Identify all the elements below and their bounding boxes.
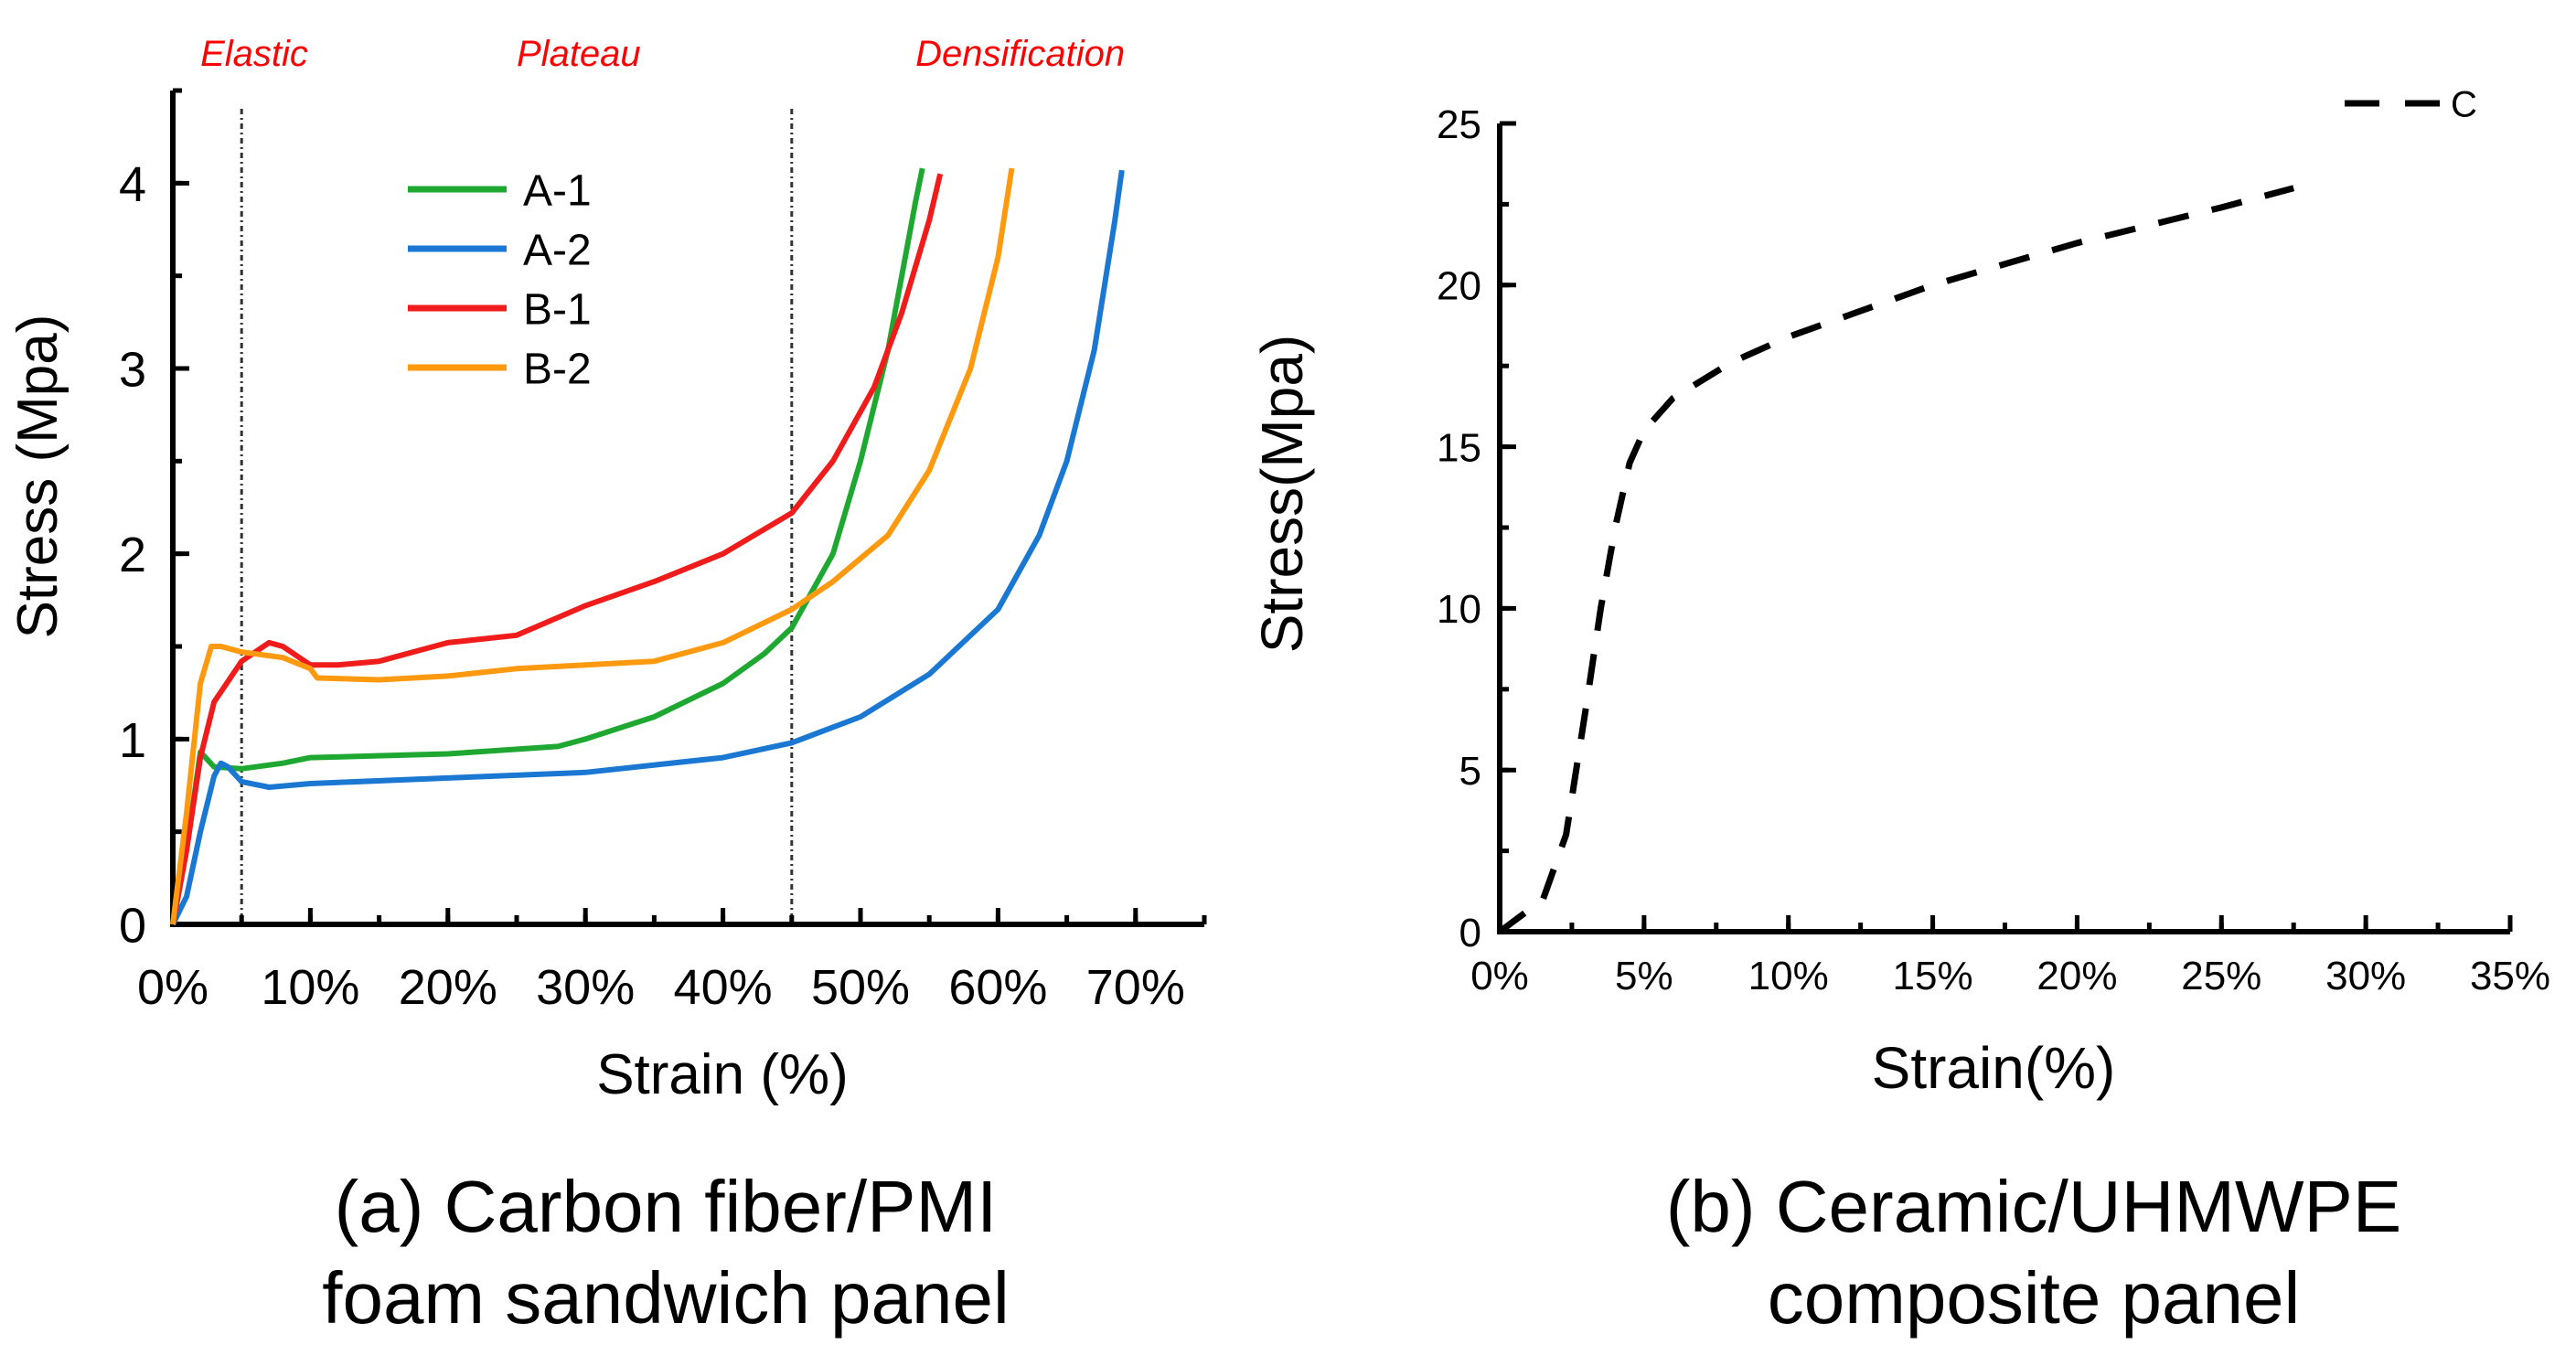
x-tick-label: 35% <box>2470 954 2550 998</box>
y-tick-label: 5 <box>1459 749 1481 794</box>
y-tick-label: 4 <box>119 157 146 212</box>
x-tick-label: 40% <box>674 960 773 1015</box>
x-tick-label: 20% <box>399 960 497 1015</box>
chart-b: 0% 5% 10% 15% 20% 25% 30% 35% 0 5 10 15 20 25 Strain(%… <box>1249 84 2550 1101</box>
x-axis-label: Strain(%) <box>1872 1035 2116 1101</box>
region-label: Densification <box>915 34 1125 74</box>
x-tick-label: 25% <box>2181 954 2261 998</box>
series-line-B-2 <box>170 167 1015 925</box>
x-tick-label: 30% <box>2325 954 2406 998</box>
y-tick-label: 0 <box>1459 911 1481 955</box>
legend-label: A-1 <box>523 166 592 215</box>
legend-label: B-2 <box>523 345 592 393</box>
caption-a-line2: foam sandwich panel <box>322 1257 1010 1339</box>
y-tick-label: 10 <box>1437 587 1481 632</box>
legend-label: B-1 <box>523 285 592 334</box>
legend-label: A-2 <box>523 226 592 274</box>
series-line-B-1 <box>170 173 944 925</box>
x-tick-label: 15% <box>1893 954 1973 998</box>
x-tick-label: 20% <box>2036 954 2117 998</box>
x-tick-label: 70% <box>1086 960 1185 1015</box>
y-tick-label: 0 <box>119 898 146 953</box>
x-axis-label: Strain (%) <box>596 1043 849 1106</box>
caption-b-line2: composite panel <box>1767 1257 2301 1339</box>
series-line-C <box>1497 185 2295 934</box>
caption-a: (a) Carbon fiber/PMI foam sandwich panel <box>163 1161 1169 1344</box>
caption-a-line1: (a) Carbon fiber/PMI <box>334 1166 998 1247</box>
region-label: Plateau <box>517 34 641 74</box>
region-label: Elastic <box>200 34 308 74</box>
x-tick-label: 60% <box>948 960 1047 1015</box>
y-tick-label: 3 <box>119 342 146 397</box>
x-tick-label: 10% <box>261 960 359 1015</box>
y-tick-label: 15 <box>1437 425 1481 470</box>
legend-label: C <box>2451 84 2477 124</box>
x-tick-label: 30% <box>536 960 635 1015</box>
series-line-A-1 <box>170 167 925 925</box>
x-tick-label: 5% <box>1615 954 1673 998</box>
caption-b: (b) Ceramic/UHMWPE composite panel <box>1531 1161 2537 1344</box>
x-tick-label: 50% <box>811 960 910 1015</box>
y-tick-label: 1 <box>119 713 146 768</box>
x-tick-label: 0% <box>1470 954 1529 998</box>
y-tick-label: 20 <box>1437 264 1481 309</box>
y-axis-label: Stress(Mpa) <box>1249 335 1315 654</box>
caption-b-line1: (b) Ceramic/UHMWPE <box>1665 1166 2402 1247</box>
y-tick-label: 25 <box>1437 102 1481 147</box>
y-axis-label: Stress (Mpa) <box>6 315 69 639</box>
series-line-A-2 <box>170 169 1125 926</box>
x-tick-label: 10% <box>1748 954 1829 998</box>
x-tick-label: 0% <box>137 960 208 1015</box>
y-tick-label: 2 <box>119 528 146 582</box>
